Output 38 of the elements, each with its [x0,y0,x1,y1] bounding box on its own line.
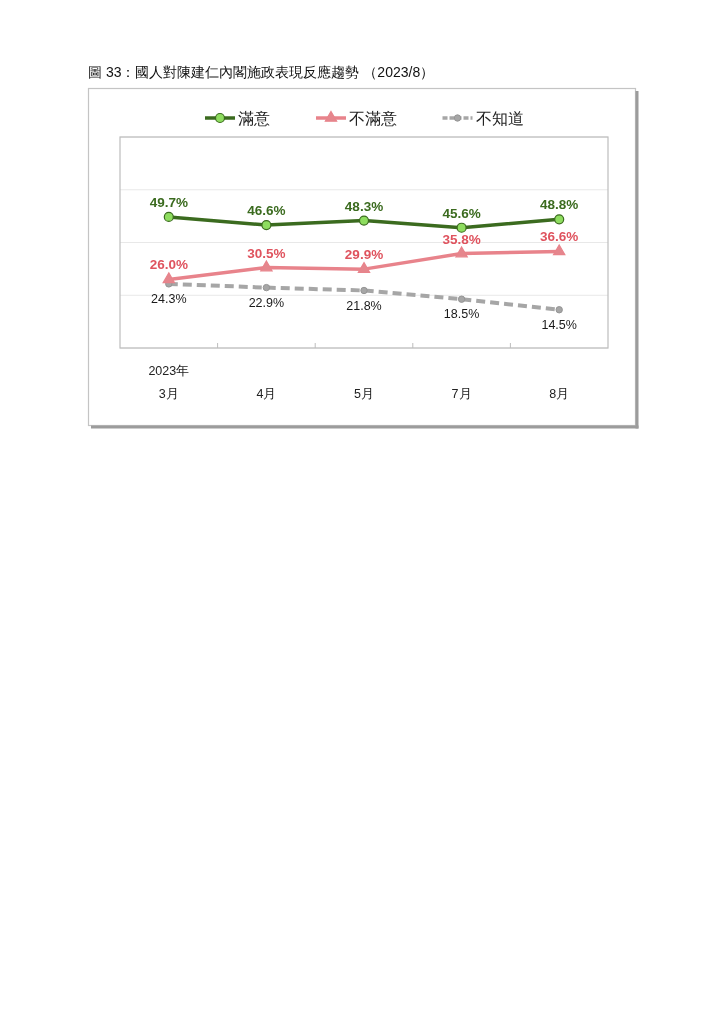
data-label: 18.5% [443,307,480,322]
point [457,295,466,303]
legend-label: 滿意 [238,109,270,127]
data-label: 35.8% [442,231,481,247]
point [163,211,174,223]
point [260,260,273,272]
data-label: 29.9% [344,247,384,263]
point [360,286,368,295]
x-tick-label: 8月 [549,387,570,401]
data-label: 21.8% [346,298,382,313]
point [554,214,565,225]
point [261,219,272,231]
x-tick-label: 2023年 3月 [148,364,190,401]
x-tick-label: 7月 [451,387,472,401]
x-tick-label: 5月 [354,387,374,401]
data-label: 48.3% [344,198,384,214]
data-label: 49.7% [149,194,188,210]
point [555,306,563,314]
point [262,283,271,292]
data-label: 30.5% [247,245,286,261]
point [358,215,370,226]
point [162,272,176,284]
point [552,244,566,256]
point [357,262,371,273]
legend-label: 不知道 [475,109,524,127]
data-label: 48.8% [540,197,579,213]
data-label: 45.6% [442,205,481,221]
data-label: 26.0% [149,257,188,273]
data-label: 24.3% [151,291,187,306]
data-label: 22.9% [248,295,285,310]
legend-label: 不滿意 [349,109,397,127]
data-label: 36.6% [540,229,579,245]
x-tick-label: 4月 [256,387,277,401]
data-label: 46.6% [247,203,286,219]
chart-title: 圖 33：國人對陳建仁內閣施政表現反應趨勢 （2023/8） [88,64,435,80]
point [456,222,467,233]
point [455,246,468,258]
data-label: 14.5% [541,317,577,332]
